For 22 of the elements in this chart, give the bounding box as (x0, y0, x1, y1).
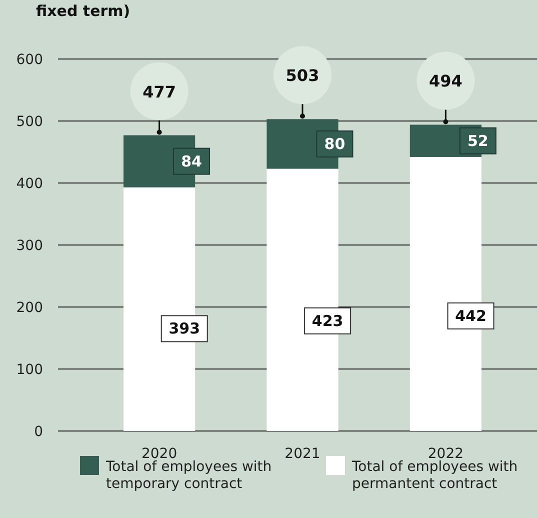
x-tick-label: 2022 (428, 446, 464, 462)
legend-label: Total of employees with temporary contract (105, 459, 272, 492)
total-label: 494 (428, 72, 462, 91)
chart-title: fixed term) (36, 2, 130, 20)
x-tick-label: 2021 (284, 446, 320, 462)
data-label: 80 (324, 134, 346, 153)
data-label: 423 (312, 312, 344, 330)
x-tick-label: 2020 (141, 446, 178, 462)
data-label: 52 (467, 132, 488, 150)
data-label: 393 (168, 320, 200, 338)
y-tick-label: 200 (16, 300, 43, 316)
y-tick-label: 500 (16, 114, 43, 130)
y-tick-label: 100 (16, 362, 43, 378)
y-tick-label: 0 (34, 424, 43, 440)
y-tick-label: 300 (16, 238, 43, 254)
y-tick-label: 400 (16, 176, 43, 192)
total-label: 503 (286, 66, 320, 86)
y-tick-label: 600 (16, 52, 43, 68)
data-label: 442 (455, 306, 486, 325)
legend-label: Total of employees with permantent contract (351, 459, 518, 492)
data-label: 84 (181, 152, 202, 170)
total-label: 477 (142, 82, 176, 102)
